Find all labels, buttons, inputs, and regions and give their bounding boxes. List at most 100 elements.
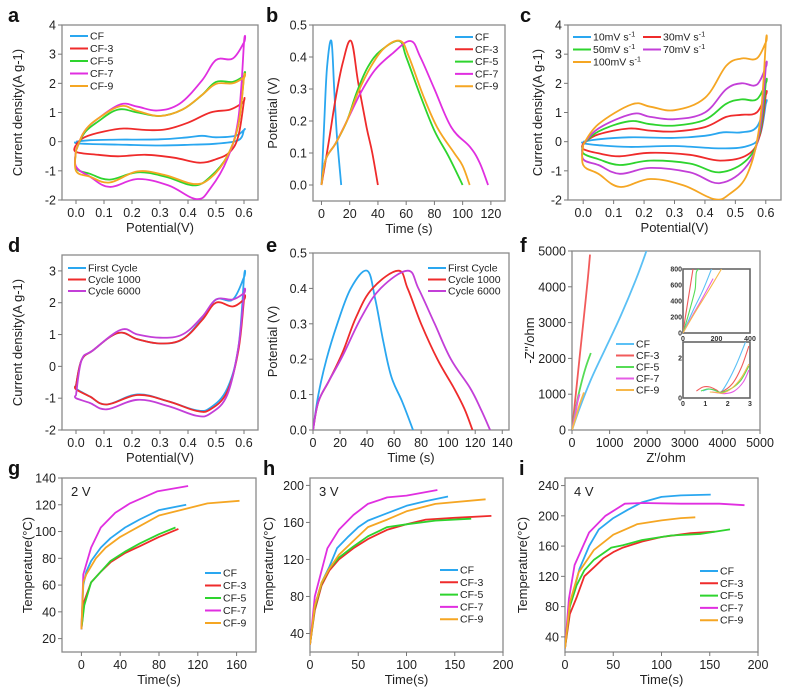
- inset-lower-right: 0 1 2 3 0 2: [678, 341, 752, 408]
- legend-label: CF-9: [720, 615, 743, 627]
- legend-label: CF-7: [720, 602, 743, 614]
- x-tick-label: 0: [318, 207, 325, 221]
- x-tick-label: 40: [113, 658, 127, 672]
- y-tick-label: 0: [555, 135, 562, 149]
- legend-label-superscript: -1: [629, 30, 636, 39]
- x-axis-label: Time (s): [385, 221, 432, 236]
- inset-y-tick-label: 800: [670, 267, 682, 274]
- y-tick-label: 0.1: [290, 147, 307, 161]
- x-tick-label: 100: [438, 436, 459, 450]
- x-tick-label: 50: [351, 658, 365, 672]
- x-tick-label: 100: [396, 658, 417, 672]
- x-tick-label: 0.1: [605, 206, 622, 220]
- plot-frame: [312, 24, 506, 202]
- x-tick-label: 0.6: [235, 436, 252, 450]
- y-tick-label: -2: [45, 194, 56, 208]
- x-tick-label: 0.0: [67, 436, 84, 450]
- x-tick-label: 0.3: [666, 206, 683, 220]
- y-axis-label: Temperature(°C): [261, 517, 276, 613]
- y-tick-label: 80: [545, 600, 559, 614]
- y-tick-label: 3: [49, 264, 56, 278]
- x-axis-label: Time (s): [387, 450, 434, 465]
- legend-label: CF-5: [90, 56, 113, 68]
- y-tick-label: 0.3: [290, 317, 307, 331]
- y-tick-label: 0: [49, 135, 56, 149]
- series-line-cf-9: [565, 516, 696, 649]
- inset-upper-right: 0 200 400 0 200 400 600 800: [670, 267, 756, 344]
- panel-letter: a: [8, 5, 20, 27]
- y-tick-label: 240: [538, 479, 559, 493]
- legend-label-superscript: -1: [634, 55, 641, 64]
- legend-label: CF-3: [223, 580, 246, 592]
- legend-label: 50mV s-1: [593, 42, 635, 56]
- series-line-cf-5: [74, 71, 247, 187]
- legend-label: Cycle 6000: [448, 286, 501, 298]
- x-tick-label: 40: [360, 436, 374, 450]
- series-line-cf-3: [80, 528, 179, 630]
- series-line-cf: [80, 503, 187, 630]
- y-tick-label: 120: [538, 570, 559, 584]
- x-tick-label: 0.1: [95, 206, 112, 220]
- legend-label: CF: [223, 568, 237, 580]
- y-tick-label: -2: [45, 424, 56, 438]
- panel-c: c 0.0 0.1 0.2 0.3 0.4 0.5 0.6 -2 -1 0 1 2 3 4 Potential…: [520, 5, 782, 235]
- series-line-cf-3: [73, 96, 246, 164]
- y-tick-label: 3: [49, 48, 56, 62]
- inset-x-tick-label: 200: [711, 336, 723, 343]
- x-tick-label: 150: [699, 658, 720, 672]
- y-tick-label: 140: [35, 472, 56, 486]
- inset-series-cf-5: [683, 269, 700, 333]
- series-line-10mv-s-1: [581, 99, 768, 150]
- y-tick-label: 40: [545, 630, 559, 644]
- x-tick-label: 0: [78, 658, 85, 672]
- series-line-cf-5: [565, 528, 731, 649]
- x-tick-label: 0.4: [179, 436, 196, 450]
- series-line-70mv-s-1: [581, 60, 768, 185]
- x-tick-label: 0.2: [635, 206, 652, 220]
- legend-label: CF-3: [460, 577, 483, 589]
- legend-label: CF-5: [475, 56, 498, 68]
- y-tick-label: 0.1: [290, 388, 307, 402]
- x-axis-label: Potential(V): [641, 220, 709, 235]
- legend-label: CF: [460, 565, 474, 577]
- y-tick-label: 0.2: [290, 353, 307, 367]
- y-tick-label: 120: [35, 498, 56, 512]
- y-tick-label: 1000: [538, 388, 566, 402]
- legend-label: CF-9: [475, 81, 498, 93]
- y-tick-label: 3: [555, 48, 562, 62]
- y-tick-label: 40: [42, 605, 56, 619]
- panel-letter: i: [519, 458, 525, 480]
- inset-series-cf-5: [700, 365, 750, 393]
- y-tick-label: 0.4: [290, 51, 307, 65]
- y-tick-label: 4000: [538, 280, 566, 294]
- panel-a: a 0.0 0.1 0.2 0.3 0.4 0.5 0.6 -2 -1 0 1 2 3 4 Potential…: [8, 5, 259, 235]
- legend-label: CF-7: [90, 68, 113, 80]
- series-line-cf-9: [310, 498, 486, 645]
- x-tick-label: 0.6: [235, 206, 252, 220]
- y-tick-label: 2: [555, 77, 562, 91]
- x-tick-label: 0.5: [207, 436, 224, 450]
- legend-label-superscript: -1: [629, 42, 636, 51]
- x-tick-label: 50: [606, 658, 620, 672]
- series-line-50mv-s-1: [581, 77, 768, 174]
- inset-series-cf-9: [709, 363, 750, 394]
- y-tick-label: 0.3: [290, 83, 307, 97]
- x-tick-label: 0.0: [575, 206, 592, 220]
- panel-letter: f: [520, 235, 527, 257]
- y-tick-label: -2: [551, 194, 562, 208]
- legend-label: Cycle 6000: [88, 286, 141, 298]
- y-tick-label: 80: [42, 552, 56, 566]
- x-tick-label: 5000: [746, 436, 774, 450]
- y-tick-label: 40: [290, 627, 304, 641]
- legend-label: CF-7: [223, 605, 246, 617]
- panel-e: e 0 20 40 60 80 100 120 140 0.0 0.1 0.2 0.3 0.4 0.5 Tim…: [265, 235, 513, 465]
- legend-label: CF-3: [720, 578, 743, 590]
- legend-label-superscript: -1: [699, 42, 706, 51]
- legend-label: CF: [720, 566, 734, 578]
- x-tick-label: 120: [187, 658, 208, 672]
- panel-letter: h: [263, 458, 275, 480]
- series-line-cf: [74, 128, 246, 147]
- x-axis-label: Time(s): [385, 672, 429, 687]
- x-tick-label: 0.6: [757, 206, 774, 220]
